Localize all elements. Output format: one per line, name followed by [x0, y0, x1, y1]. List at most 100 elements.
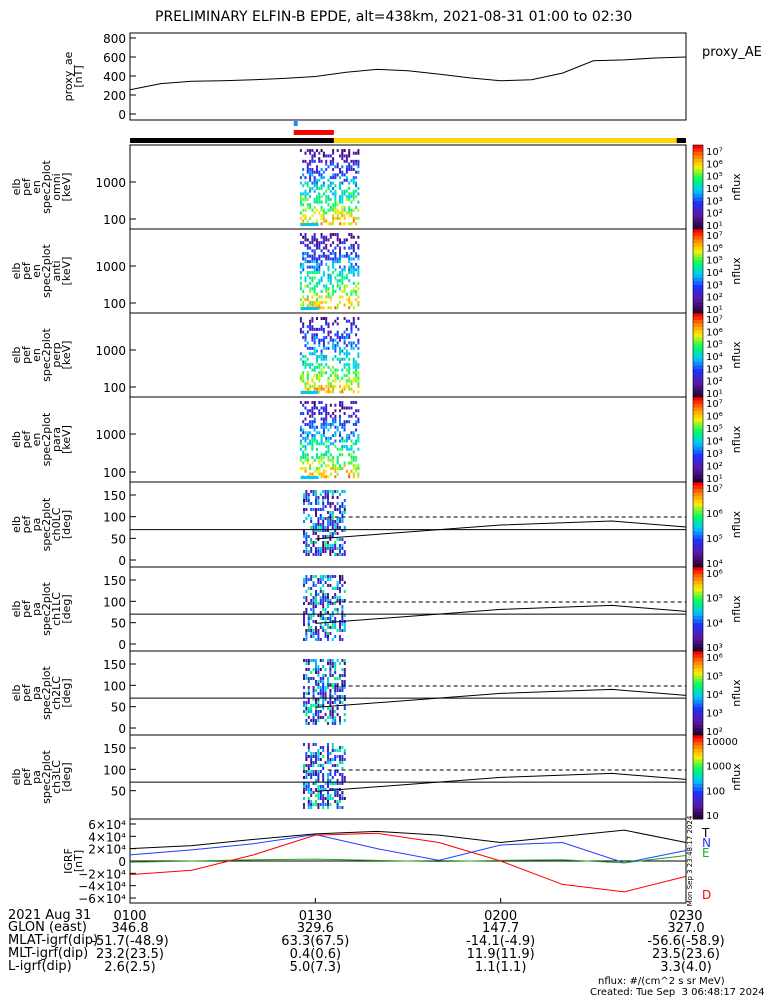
colorbar-cell	[693, 299, 703, 303]
pa-cell	[307, 689, 310, 692]
spectrogram-cell	[320, 317, 323, 320]
spectrogram-cell	[334, 376, 337, 380]
pa-cell	[322, 749, 325, 752]
pa-cell	[317, 496, 320, 499]
spectrogram-cell	[299, 376, 302, 380]
pa-cell	[307, 680, 310, 683]
pa-cell	[305, 674, 308, 677]
pa-cell	[329, 520, 332, 523]
spectrogram-cell	[338, 409, 341, 413]
pa-cell	[341, 674, 344, 677]
colorbar-cell	[693, 492, 703, 497]
spectrogram-cell	[341, 423, 344, 426]
spectrogram-cell	[327, 187, 330, 190]
spectrogram-cell	[338, 249, 341, 253]
y-tick-label: 1000	[95, 344, 126, 358]
spectrogram-cell	[302, 241, 305, 245]
spectrogram-cell	[306, 254, 309, 258]
pa-cell	[336, 547, 339, 550]
spectrogram-cell	[341, 151, 344, 155]
pa-cell	[334, 692, 337, 695]
loss-cone-line	[315, 772, 687, 792]
spectrogram-cell	[302, 456, 305, 459]
spectrogram-cell	[315, 425, 318, 429]
pa-cell	[322, 629, 325, 632]
spectrogram-cell	[332, 219, 335, 223]
spectrogram-cell	[357, 149, 360, 152]
colorbar-cell	[693, 365, 703, 370]
spectrogram-cell	[338, 197, 341, 201]
pa-cell	[302, 704, 305, 707]
pa-cell	[307, 806, 310, 809]
pa-cell	[324, 629, 327, 632]
spectrogram-cell	[325, 235, 328, 239]
pa-cell	[310, 508, 313, 511]
pa-cell	[343, 581, 346, 584]
pa-cell	[305, 490, 308, 493]
time-axis-value: 0.4(0.6)	[290, 947, 342, 962]
spectrogram-cell	[309, 290, 312, 293]
pa-cell	[322, 520, 325, 523]
spectrogram-cell	[325, 238, 328, 242]
spectrogram-cell	[309, 241, 312, 245]
spectrogram-cell	[345, 379, 348, 383]
pa-cell	[319, 523, 322, 526]
pa-cell	[336, 791, 339, 794]
spectrogram-cell	[341, 154, 344, 158]
spectrogram-cell	[315, 442, 318, 446]
spectrogram-cell	[299, 241, 302, 245]
pa-cell	[329, 779, 332, 782]
colorbar-cell	[693, 577, 703, 582]
spectrogram-cell	[345, 344, 348, 348]
pa-cell	[341, 782, 344, 785]
spectrogram-cell	[341, 279, 344, 283]
spectrogram-cell	[332, 260, 335, 264]
pa-cell	[334, 544, 337, 547]
pa-cell	[322, 526, 325, 529]
pa-cell	[317, 698, 320, 701]
pa-cell	[324, 782, 327, 785]
pa-cell	[343, 626, 346, 629]
spectrogram-cell	[334, 425, 337, 429]
spectrogram-cell	[318, 246, 321, 250]
spectrogram-cell	[338, 349, 341, 353]
pa-cell	[322, 794, 325, 797]
spectrogram-cell	[350, 208, 353, 212]
spectrogram-cell	[327, 464, 330, 468]
spectrogram-cell	[320, 475, 323, 479]
spectrogram-cell	[306, 458, 309, 462]
spectrogram-cell	[338, 254, 341, 258]
spectrogram-cell	[352, 412, 355, 415]
spectrogram-cell	[355, 344, 358, 348]
spectrogram-cell	[341, 271, 344, 274]
spectrogram-cell	[309, 414, 312, 418]
spectrogram-cell	[302, 257, 305, 261]
spectrogram-cell	[334, 420, 337, 424]
spectrogram-cell	[322, 461, 325, 465]
spectrogram-cell	[343, 154, 346, 158]
spectrogram-cell	[313, 303, 316, 307]
spectrogram-cell	[306, 170, 309, 174]
spectrogram-cell	[311, 368, 314, 372]
colorbar-cell	[693, 302, 703, 307]
pa-cell	[305, 517, 308, 520]
pa-cell	[319, 617, 322, 620]
colorbar-tick-label: 10³	[706, 196, 723, 207]
colorbar-cell	[693, 274, 703, 279]
spectrogram-cell	[311, 420, 314, 424]
pa-cell	[329, 788, 332, 791]
spectrogram-cell	[336, 284, 339, 288]
y-tick-label: 50	[111, 701, 126, 715]
panel-frame-anti	[129, 228, 687, 314]
y-tick-label: 150	[103, 658, 126, 672]
pa-cell	[338, 698, 341, 701]
spectrogram-cell	[311, 456, 314, 459]
spectrogram-cell	[309, 162, 312, 166]
spectrogram-cell	[309, 168, 312, 171]
pa-cell	[343, 668, 346, 671]
pa-cell	[329, 547, 332, 550]
spectrogram-cell	[334, 276, 337, 280]
pa-cell	[336, 659, 339, 662]
pa-cell	[312, 632, 315, 635]
pa-cell	[319, 668, 322, 671]
